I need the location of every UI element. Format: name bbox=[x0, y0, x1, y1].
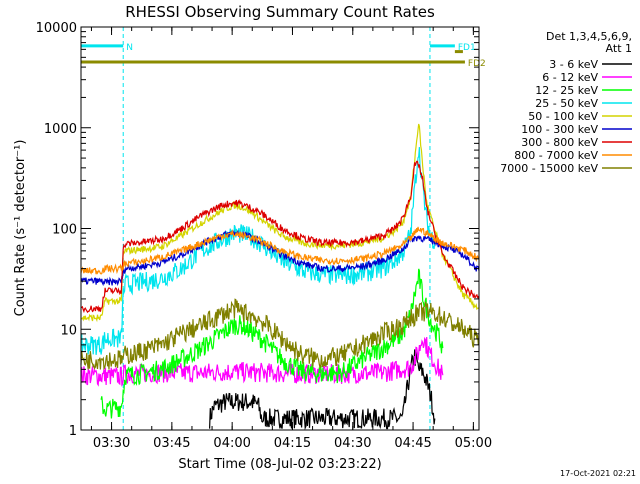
flag-bars: N FD1 FD2 bbox=[81, 43, 486, 69]
legend-label-5: 100 - 300 keV bbox=[521, 123, 598, 136]
y-tick-label-0: 1 bbox=[69, 424, 77, 439]
y-tick-label-2: 100 bbox=[52, 223, 77, 238]
legend-label-2: 12 - 25 keV bbox=[535, 84, 598, 97]
series-line-2 bbox=[100, 268, 444, 419]
x-tick-label-2: 04:00 bbox=[213, 436, 250, 451]
x-tick-label-5: 04:45 bbox=[394, 436, 431, 451]
y-tick-label-1: 10 bbox=[60, 323, 77, 338]
flag-label-0: N bbox=[126, 43, 133, 53]
date-stamp: 17-Oct-2021 02:21 bbox=[560, 469, 636, 478]
flag-label-1: FD1 bbox=[458, 43, 476, 53]
x-tick-label-0: 03:30 bbox=[93, 436, 130, 451]
series-line-7 bbox=[80, 226, 480, 275]
x-tick-label-4: 04:30 bbox=[334, 436, 371, 451]
y-axis-label: Count Rate (s⁻¹ detector⁻¹) bbox=[13, 140, 28, 317]
legend-label-4: 50 - 100 keV bbox=[528, 110, 598, 123]
flag-label-3: FD2 bbox=[468, 59, 486, 69]
legend-label-3: 25 - 50 keV bbox=[535, 97, 598, 110]
x-tick-label-6: 05:00 bbox=[455, 436, 492, 451]
x-tick-label-1: 03:45 bbox=[153, 436, 190, 451]
y-tick-label-4: 10000 bbox=[36, 21, 77, 36]
legend-header-1: Att 1 bbox=[606, 42, 632, 55]
legend-label-0: 3 - 6 keV bbox=[549, 58, 598, 71]
series-line-8 bbox=[80, 298, 480, 371]
legend-label-7: 800 - 7000 keV bbox=[514, 149, 598, 162]
series-line-5 bbox=[80, 229, 480, 287]
legend-label-1: 6 - 12 keV bbox=[542, 71, 598, 84]
legend-header-0: Det 1,3,4,5,6,9, bbox=[546, 30, 632, 43]
x-tick-label-3: 04:15 bbox=[274, 436, 311, 451]
axes: 03:30 03:45 04:00 04:15 04:30 04:45 05:00 1 10 10… bbox=[36, 21, 492, 451]
chart-title: RHESSI Observing Summary Count Rates bbox=[125, 3, 435, 21]
series-line-6 bbox=[80, 160, 480, 314]
series-line-0 bbox=[209, 349, 436, 431]
y-tick-label-3: 1000 bbox=[44, 122, 77, 137]
x-axis-label: Start Time (08-Jul-02 03:23:22) bbox=[178, 457, 381, 472]
legend-label-8: 7000 - 15000 keV bbox=[500, 162, 598, 175]
series-line-3 bbox=[80, 147, 436, 355]
series-lines bbox=[80, 123, 480, 431]
legend-label-6: 300 - 800 keV bbox=[521, 136, 598, 149]
